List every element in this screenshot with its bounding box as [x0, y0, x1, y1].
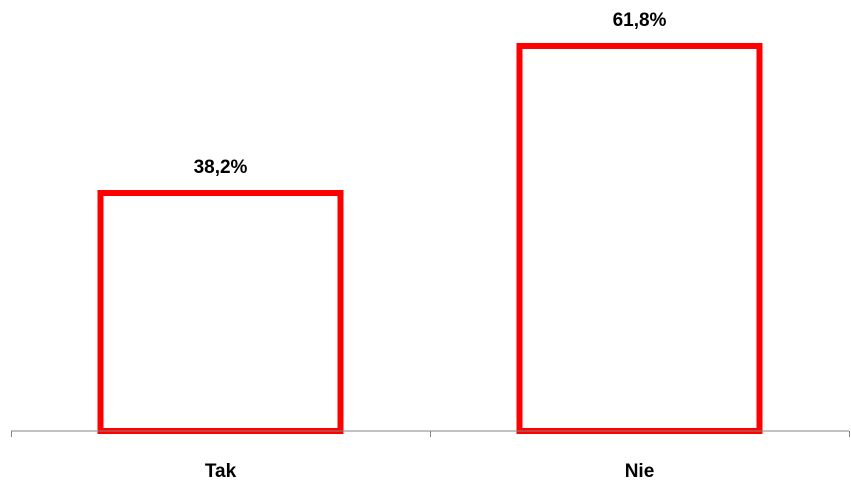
- bars-group: [101, 46, 760, 431]
- data-label-nie: 61,8%: [613, 10, 667, 31]
- data-label-tak: 38,2%: [194, 157, 248, 178]
- x-tick-label-tak: Tak: [205, 461, 237, 481]
- bar-tak: [101, 193, 341, 431]
- x-tick-label-nie: Nie: [625, 461, 655, 481]
- bar-nie: [520, 46, 760, 431]
